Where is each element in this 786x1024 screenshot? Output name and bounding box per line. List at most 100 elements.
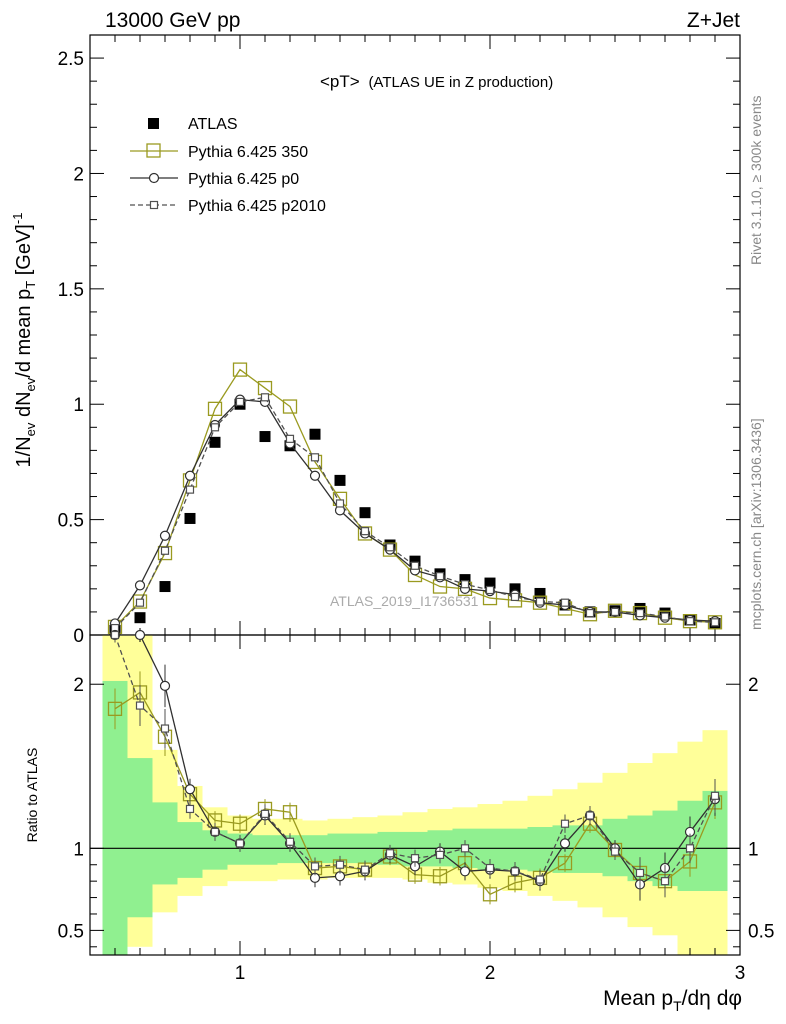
main-point-pythia-6-425-p2010 <box>660 612 670 621</box>
ratio-point-pythia-6-425-p2010 <box>135 701 145 710</box>
main-point-pythia-6-425-p2010 <box>435 572 445 581</box>
ratio-band-green <box>152 802 178 885</box>
legend-label-p350: Pythia 6.425 350 <box>188 144 308 161</box>
x-tick-label: 1 <box>235 963 246 984</box>
main-point-pythia-6-425-p0 <box>134 580 146 591</box>
main-point-atlas <box>334 474 346 486</box>
x-tick-label: 2 <box>485 963 496 984</box>
main-point-pythia-6-425-p2010 <box>410 561 420 570</box>
ratio-point-pythia-6-425-p2010 <box>110 630 120 640</box>
main-point-pythia-6-425-350 <box>357 526 373 541</box>
main-point-pythia-6-425-350 <box>382 542 398 557</box>
main-point-pythia-6-425-350 <box>132 594 148 609</box>
main-point-pythia-6-425-p2010 <box>335 499 345 508</box>
x-axis-label: Mean pT/dη dφ <box>603 987 742 1014</box>
rivet-label: Rivet 3.1.10, ≥ 300k events <box>748 95 764 265</box>
ratio-point-pythia-6-425-p2010 <box>385 849 395 858</box>
ratio-point-pythia-6-425-350 <box>107 701 123 716</box>
watermark: ATLAS_2019_I1736531 <box>330 593 479 609</box>
main-point-pythia-6-425-p2010 <box>210 423 220 432</box>
main-point-atlas <box>134 612 146 624</box>
ratio-point-pythia-6-425-p2010 <box>310 862 320 871</box>
ratio-point-pythia-6-425-p2010 <box>535 875 545 884</box>
main-panel: 0 0.5 1 1.5 2 2.5 <box>58 34 741 647</box>
main-y-tick-label: 0.5 <box>58 511 84 532</box>
main-point-atlas <box>634 602 646 614</box>
ratio-point-pythia-6-425-p0 <box>184 784 196 795</box>
source-label: mcplots.cern.ch [arXiv:1306.3436] <box>748 418 764 630</box>
ratio-point-pythia-6-425-p0 <box>459 866 471 877</box>
ratio-point-pythia-6-425-350 <box>232 816 248 831</box>
main-point-atlas <box>509 583 521 595</box>
main-point-pythia-6-425-p2010 <box>135 598 145 607</box>
legend-marker-atlas <box>148 118 159 129</box>
ratio-point-pythia-6-425-p2010 <box>585 811 595 820</box>
ratio-point-pythia-6-425-p2010 <box>335 860 345 869</box>
main-point-atlas <box>159 581 171 593</box>
x-tick-label: 3 <box>735 963 746 984</box>
ratio-point-pythia-6-425-p2010 <box>460 844 470 853</box>
main-point-pythia-6-425-p2010 <box>160 546 170 555</box>
ratio-point-pythia-6-425-p2010 <box>410 854 420 863</box>
legend-entry-p350: Pythia 6.425 350 <box>130 143 308 161</box>
main-point-pythia-6-425-p0 <box>159 530 171 541</box>
main-point-pythia-6-425-350 <box>682 614 698 629</box>
main-y-label: 1/Nev dNev/d mean pT [GeV]-1 <box>10 213 38 468</box>
ratio-point-pythia-6-425-p2010 <box>710 791 720 800</box>
main-line-pythia-6-425-p0 <box>114 398 716 624</box>
ratio-point-pythia-6-425-p2010 <box>660 877 670 886</box>
ratio-point-pythia-6-425-p0 <box>134 629 146 641</box>
ratio-y-tick-label: 0.5 <box>58 921 84 942</box>
ratio-point-pythia-6-425-p2010 <box>510 867 520 876</box>
legend: ATLAS Pythia 6.425 350 Pythia 6.425 p0 P… <box>130 116 326 215</box>
legend-label-p2010: Pythia 6.425 p2010 <box>188 198 326 215</box>
ratio-point-pythia-6-425-350 <box>482 887 498 902</box>
main-point-pythia-6-425-p2010 <box>310 453 320 462</box>
main-point-pythia-6-425-p2010 <box>360 527 370 536</box>
legend-entry-atlas: ATLAS <box>148 116 238 133</box>
ratio-point-pythia-6-425-p2010 <box>160 724 170 733</box>
main-point-pythia-6-425-p0 <box>184 470 196 481</box>
main-point-atlas <box>259 431 271 443</box>
ratio-point-pythia-6-425-350 <box>432 869 448 884</box>
main-point-pythia-6-425-350 <box>282 399 298 414</box>
ratio-point-pythia-6-425-p2010 <box>260 809 270 818</box>
ratio-point-pythia-6-425-p2010 <box>635 868 645 878</box>
main-y-tick-label: 0 <box>73 626 84 647</box>
ratio-panel: 1 2 30.5 0.51 12 2 <box>58 629 774 984</box>
main-point-pythia-6-425-p2010 <box>485 585 495 595</box>
ratio-y-tick-label: 2 <box>73 675 84 696</box>
main-y-tick-label: 2 <box>73 164 84 185</box>
ratio-point-pythia-6-425-p2010 <box>560 819 570 828</box>
ratio-point-pythia-6-425-p0 <box>559 838 571 849</box>
main-point-pythia-6-425-p2010 <box>185 485 195 494</box>
legend-entry-p2010: Pythia 6.425 p2010 <box>130 198 326 215</box>
main-point-pythia-6-425-p2010 <box>635 608 645 618</box>
ratio-point-pythia-6-425-p2010 <box>685 844 695 853</box>
ratio-point-pythia-6-425-p2010 <box>210 827 220 837</box>
main-point-pythia-6-425-p2010 <box>285 434 295 443</box>
main-point-atlas <box>309 428 321 440</box>
plot-title: <pT> (ATLAS UE in Z production) <box>320 72 553 91</box>
ratio-point-pythia-6-425-p2010 <box>435 850 445 859</box>
main-point-pythia-6-425-p2010 <box>685 617 695 626</box>
main-point-atlas <box>484 577 496 589</box>
main-line-pythia-6-425-350 <box>114 368 716 628</box>
ratio-band-green <box>252 835 278 865</box>
main-point-atlas <box>359 507 371 519</box>
header-process: 13000 GeV pp <box>105 9 240 32</box>
main-point-pythia-6-425-p2010 <box>535 597 545 606</box>
ratio-point-pythia-6-425-p2010 <box>485 863 495 873</box>
main-point-pythia-6-425-350 <box>207 401 223 416</box>
legend-marker-p2010 <box>149 200 159 210</box>
main-point-pythia-6-425-p2010 <box>510 592 520 602</box>
legend-label-p0: Pythia 6.425 p0 <box>188 171 299 188</box>
main-point-atlas <box>534 587 546 599</box>
main-point-pythia-6-425-p2010 <box>235 397 245 407</box>
main-point-pythia-6-425-p2010 <box>385 543 395 552</box>
ratio-point-pythia-6-425-350 <box>557 855 573 871</box>
main-point-pythia-6-425-p2010 <box>610 607 620 617</box>
main-point-pythia-6-425-350 <box>232 362 248 377</box>
ratio-point-pythia-6-425-p2010 <box>360 865 370 874</box>
